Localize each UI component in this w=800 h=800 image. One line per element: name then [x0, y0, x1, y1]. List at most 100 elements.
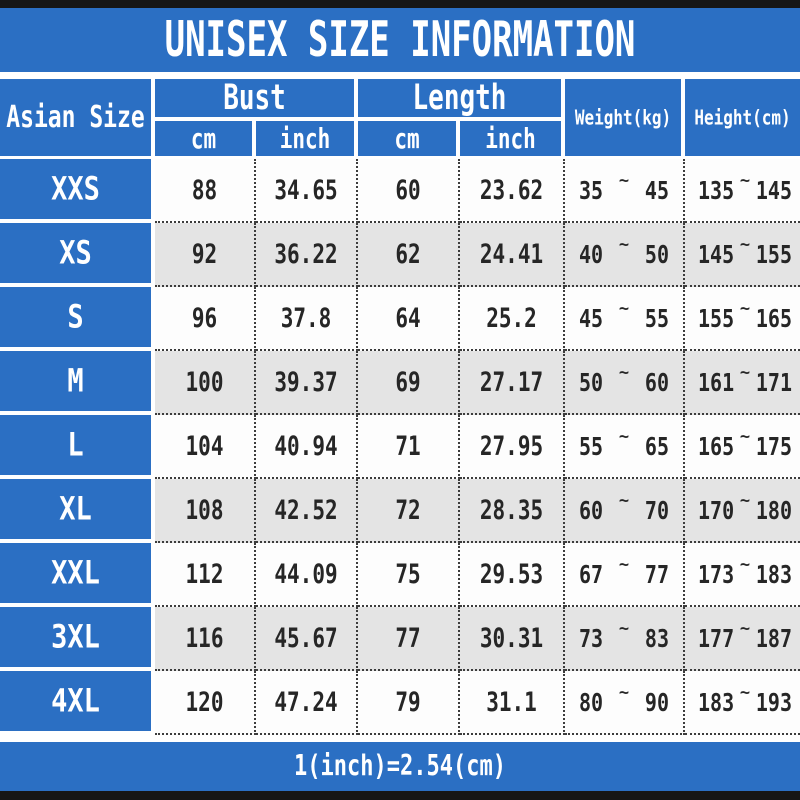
weight-range-cell: 67 ~77 — [565, 543, 685, 607]
height-range-cell-max: 165 — [755, 303, 792, 333]
length-cm-cell-value: 77 — [395, 623, 421, 653]
bust-inch-cell-value: 47.24 — [274, 687, 338, 717]
length-inch-cell: 25.2 — [460, 287, 565, 351]
tilde-symbol: ~ — [618, 555, 630, 575]
footer-divider — [0, 735, 800, 742]
tilde-symbol: ~ — [739, 427, 751, 447]
tilde-symbol: ~ — [739, 619, 751, 639]
size-label-cell: M — [0, 351, 155, 415]
height-range-cell: 165 ~175 — [685, 415, 800, 479]
bust-cm-cell: 96 — [155, 287, 256, 351]
height-range-cell-max: 155 — [755, 239, 792, 269]
tilde-symbol: ~ — [618, 171, 630, 191]
asian-size-label: Asian Size — [6, 100, 145, 135]
bottom-border-bar — [0, 791, 800, 800]
height-range-cell: 155 ~165 — [685, 287, 800, 351]
bust-cm-cell-value: 88 — [191, 175, 218, 205]
length-cm-cell: 60 — [358, 159, 460, 223]
length-inch-cell: 31.1 — [460, 671, 565, 735]
bust-cm-cell-value: 100 — [185, 367, 224, 397]
bust-cm-label: cm — [190, 122, 217, 155]
length-inch-cell-value: 25.2 — [486, 303, 537, 333]
bust-inch-cell-value: 45.67 — [274, 623, 338, 653]
table-row-xs: XS 92 36.22 62 24.41 40 ~50 145 ~155 — [0, 223, 800, 287]
bust-inch-cell: 45.67 — [256, 607, 358, 671]
height-range-cell: 161 ~171 — [685, 351, 800, 415]
tilde-symbol: ~ — [618, 363, 630, 383]
weight-range-cell: 50 ~60 — [565, 351, 685, 415]
length-inch-cell-value: 28.35 — [479, 495, 544, 525]
weight-range-cell-max: 45 — [644, 175, 669, 205]
length-label: Length — [412, 79, 507, 119]
size-label-cell: XS — [0, 223, 155, 287]
length-cm-cell: 69 — [358, 351, 460, 415]
size-label-cell: XL — [0, 479, 155, 543]
table-header: Asian Size Bust cm inch Length cm inch W… — [0, 79, 800, 159]
height-range-cell-min: 135 — [698, 175, 735, 205]
length-inch-cell-value: 27.17 — [479, 367, 544, 397]
col-header-asian-size: Asian Size — [0, 79, 155, 156]
length-cm-cell: 64 — [358, 287, 460, 351]
size-label-cell: XXL — [0, 543, 155, 607]
col-header-length-cm: cm — [358, 121, 460, 156]
bust-cm-cell-value: 120 — [185, 687, 224, 717]
table-row-l: L 104 40.94 71 27.95 55 ~65 165 ~175 — [0, 415, 800, 479]
weight-range-cell: 35 ~45 — [565, 159, 685, 223]
bust-inch-cell-value: 39.37 — [274, 367, 338, 397]
height-range-cell-max: 175 — [755, 431, 792, 461]
weight-range-cell-min: 67 — [579, 559, 604, 589]
title-divider — [0, 72, 800, 79]
length-cm-cell-value: 79 — [395, 687, 421, 717]
bust-inch-cell: 37.8 — [256, 287, 358, 351]
weight-range-cell-min: 45 — [579, 303, 604, 333]
size-label-cell: XXS — [0, 159, 155, 223]
table-row-xxl: XXL 112 44.09 75 29.53 67 ~77 173 ~183 — [0, 543, 800, 607]
length-inch-cell-value: 29.53 — [479, 559, 544, 589]
tilde-symbol: ~ — [739, 171, 751, 191]
length-inch-cell: 24.41 — [460, 223, 565, 287]
bust-inch-cell-value: 34.65 — [274, 175, 338, 205]
height-range-cell: 135 ~145 — [685, 159, 800, 223]
weight-range-cell-max: 65 — [644, 431, 669, 461]
length-inch-cell-value: 24.41 — [479, 239, 544, 269]
length-cm-cell-value: 60 — [395, 175, 421, 205]
tilde-symbol: ~ — [739, 235, 751, 255]
size-label: L — [67, 426, 84, 464]
weight-range-cell-min: 50 — [579, 367, 604, 397]
bust-inch-cell-value: 42.52 — [274, 495, 338, 525]
height-range-cell-max: 145 — [755, 175, 792, 205]
weight-range-cell-max: 90 — [644, 687, 669, 717]
length-inch-cell: 30.31 — [460, 607, 565, 671]
length-cm-cell: 79 — [358, 671, 460, 735]
bust-inch-cell: 42.52 — [256, 479, 358, 543]
length-cm-cell: 77 — [358, 607, 460, 671]
bust-cm-cell: 116 — [155, 607, 256, 671]
tilde-symbol: ~ — [739, 299, 751, 319]
bust-cm-cell: 92 — [155, 223, 256, 287]
length-cm-cell: 75 — [358, 543, 460, 607]
bust-cm-cell-value: 116 — [185, 623, 224, 653]
size-label: XS — [59, 234, 92, 272]
bust-cm-cell-value: 92 — [191, 239, 218, 269]
weight-range-cell: 40 ~50 — [565, 223, 685, 287]
bust-inch-cell: 39.37 — [256, 351, 358, 415]
length-cm-cell-value: 71 — [395, 431, 421, 461]
footer-bar: 1(inch)=2.54(cm) — [0, 742, 800, 791]
weight-range-cell-min: 73 — [579, 623, 604, 653]
table-row-4xl: 4XL 120 47.24 79 31.1 80 ~90 183 ~193 — [0, 671, 800, 735]
weight-range-cell-max: 83 — [644, 623, 669, 653]
bust-inch-cell: 36.22 — [256, 223, 358, 287]
tilde-symbol: ~ — [618, 299, 630, 319]
bust-label: Bust — [223, 79, 286, 119]
weight-range-cell-max: 55 — [644, 303, 669, 333]
col-header-weight: Weight(kg) — [565, 79, 685, 156]
length-inch-cell-value: 31.1 — [486, 687, 537, 717]
table-row-xl: XL 108 42.52 72 28.35 60 ~70 170 ~180 — [0, 479, 800, 543]
weight-range-cell: 45 ~55 — [565, 287, 685, 351]
bust-cm-cell-value: 108 — [185, 495, 224, 525]
col-header-bust: Bust — [155, 79, 358, 121]
size-label: XXS — [51, 170, 100, 208]
length-cm-cell: 62 — [358, 223, 460, 287]
length-cm-cell-value: 69 — [395, 367, 421, 397]
height-range-cell-max: 187 — [755, 623, 792, 653]
